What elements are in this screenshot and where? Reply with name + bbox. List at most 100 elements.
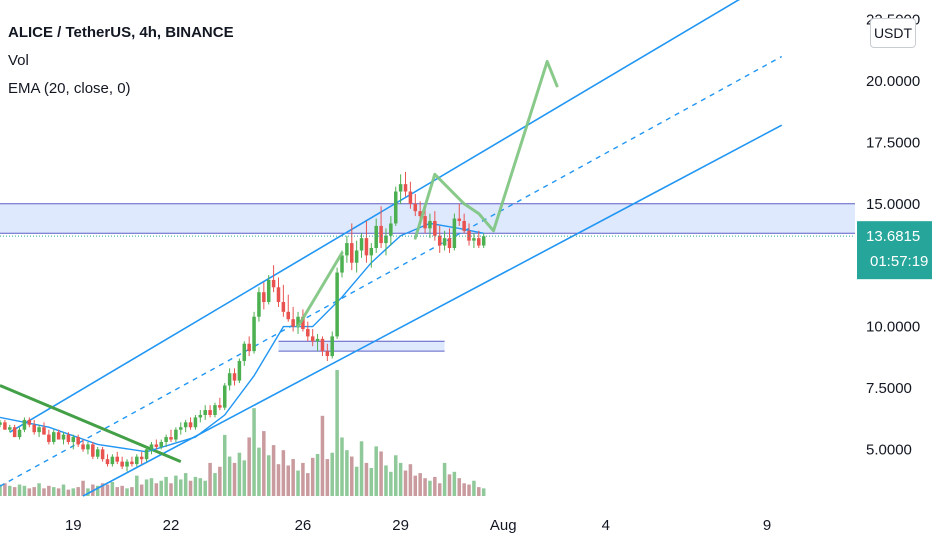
volume-bar (125, 488, 129, 496)
candle-body (193, 417, 198, 428)
volume-bar (27, 488, 32, 496)
volume-bar (408, 464, 413, 496)
y-tick-label: 20.0000 (866, 73, 920, 90)
candle-body (393, 191, 398, 224)
candle-body (203, 410, 207, 415)
volume-bar (105, 484, 110, 496)
candle-body (418, 211, 422, 217)
volume-bar (301, 462, 305, 496)
candle-body (237, 360, 242, 381)
candle-body (379, 225, 383, 244)
candle-body (447, 238, 452, 248)
candle-body (208, 410, 212, 415)
candle-body (276, 287, 281, 303)
candle-body (242, 343, 247, 361)
candle-body (262, 292, 266, 303)
volume-bar (330, 452, 334, 496)
volume-bar (266, 455, 271, 496)
volume-bar (252, 408, 256, 496)
volume-bar (115, 487, 120, 496)
candle-body (335, 272, 339, 337)
x-tick-label: 22 (163, 517, 180, 534)
candle-body (296, 316, 300, 327)
candle-body (364, 238, 369, 256)
volume-bar (110, 482, 115, 496)
chart-legend: ALICE / TetherUS, 4h, BINANCE Vol EMA (2… (8, 22, 234, 106)
currency-badge[interactable]: USDT (870, 18, 916, 48)
volume-bar (281, 450, 286, 496)
candle-body (472, 238, 476, 241)
volume-bar (81, 480, 85, 496)
volume-bars (0, 370, 486, 496)
candle-body (457, 218, 462, 221)
candle-body (71, 437, 76, 442)
volume-bar (247, 437, 251, 496)
candle-body (100, 449, 105, 460)
volume-bar (218, 466, 222, 496)
volume-bar (354, 466, 359, 496)
candle-body (374, 225, 378, 248)
x-tick-label: 26 (295, 517, 312, 534)
y-tick-label: 7.5000 (866, 380, 912, 397)
candle-body (105, 459, 110, 465)
candle-body (188, 422, 193, 428)
volume-bar (472, 480, 476, 496)
candle-body (403, 184, 408, 192)
volume-bar (213, 473, 217, 496)
volume-bar (71, 488, 76, 496)
candle-body (66, 434, 71, 442)
x-tick-label: 19 (65, 517, 82, 534)
candle-body (247, 343, 251, 352)
candle-body (179, 427, 183, 430)
candle-body (315, 338, 320, 342)
axes: 5.00007.500010.000012.500015.000017.5000… (0, 12, 932, 534)
candle-body (32, 424, 36, 433)
bar-countdown: 01:57:19 (870, 253, 928, 270)
volume-bar (203, 480, 207, 496)
candle-body (27, 419, 32, 425)
volume-bar (447, 474, 452, 496)
volume-bar (257, 447, 261, 496)
candle-body (325, 351, 330, 357)
candle-body (174, 429, 178, 440)
candle-body (359, 238, 364, 251)
volume-bar (179, 479, 183, 496)
candle-body (115, 456, 120, 462)
last-price-tag (857, 221, 932, 280)
volume-bar (159, 480, 163, 496)
volume-bar (291, 459, 295, 496)
candle-body (252, 316, 256, 352)
volume-bar (481, 488, 486, 496)
volume-bar (433, 476, 437, 496)
legend-volume[interactable]: Vol (8, 52, 29, 69)
volume-bar (306, 473, 310, 496)
candle-body (340, 255, 344, 273)
candle-body (232, 373, 237, 381)
legend-ema[interactable]: EMA (20, close, 0) (8, 80, 131, 97)
y-tick-label: 17.5000 (866, 134, 920, 151)
zone-0 (0, 203, 855, 234)
volume-bar (188, 480, 193, 496)
volume-bar (8, 485, 12, 496)
volume-bar (208, 462, 212, 496)
candle-body (8, 427, 12, 430)
candle-body (222, 385, 227, 408)
y-tick-label: 15.0000 (866, 196, 920, 213)
volume-bar (467, 484, 471, 496)
candle-body (389, 223, 393, 236)
volume-bar (37, 483, 41, 496)
candle-body (81, 444, 85, 450)
volume-bar (437, 483, 442, 496)
candle-body (428, 220, 432, 229)
candle-body (408, 191, 413, 204)
volume-bar (364, 462, 369, 496)
volume-bar (66, 489, 71, 496)
volume-bar (193, 476, 198, 496)
candle-body (110, 456, 115, 465)
candle-body (144, 449, 149, 460)
x-tick-label: 29 (392, 517, 409, 534)
candle-body (301, 316, 305, 330)
candle-body (310, 336, 315, 342)
candle-body (437, 235, 442, 246)
